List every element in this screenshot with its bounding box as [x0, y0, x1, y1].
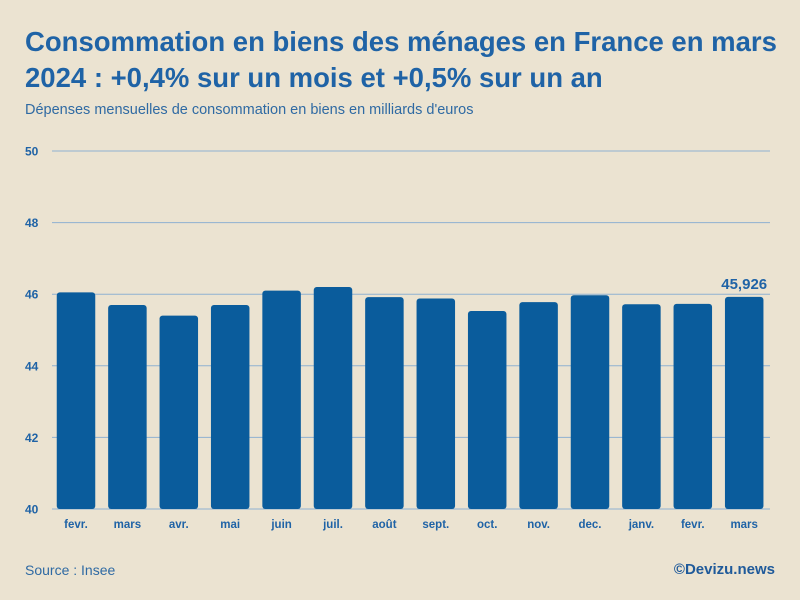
x-tick-label: avr. [169, 519, 189, 531]
x-tick-label: sept. [422, 519, 449, 531]
y-tick-label: 46 [25, 288, 39, 302]
bar [159, 315, 199, 509]
bar [622, 304, 661, 509]
y-tick-label: 44 [25, 359, 39, 373]
bar [570, 295, 610, 509]
y-tick-label: 50 [25, 145, 39, 159]
x-tick-label: août [372, 519, 396, 531]
bar [210, 304, 250, 509]
bar [673, 303, 713, 509]
x-tick-label: dec. [578, 519, 601, 531]
x-tick-label: fevr. [681, 519, 705, 531]
bar [262, 290, 301, 509]
bar [365, 297, 404, 509]
bar [519, 302, 558, 509]
y-tick-label: 40 [25, 503, 39, 517]
x-tick-label: fevr. [64, 519, 88, 531]
chart-subtitle: Dépenses mensuelles de consommation en b… [25, 102, 474, 118]
chart-title: Consommation en biens des ménages en Fra… [25, 26, 777, 93]
source-note: Source : Insee [25, 562, 116, 578]
y-tick-label: 42 [25, 431, 39, 445]
y-tick-label: 48 [25, 216, 39, 230]
x-tick-label: juil. [322, 519, 343, 531]
bar [467, 311, 507, 509]
x-tick-label: janv. [628, 519, 654, 531]
x-tick-label: oct. [477, 519, 497, 531]
x-tick-label: mars [730, 519, 758, 531]
x-tick-label: nov. [527, 519, 550, 531]
data-label: 45,926 [721, 276, 767, 293]
x-tick-label: mars [114, 519, 142, 531]
bar [56, 292, 96, 509]
bar [416, 298, 456, 509]
bar [108, 304, 147, 509]
brand-credit: ©Devizu.news [673, 561, 775, 578]
bar [313, 287, 353, 509]
x-tick-label: juin [270, 519, 291, 531]
bar [724, 296, 764, 509]
x-tick-label: mai [220, 519, 240, 531]
